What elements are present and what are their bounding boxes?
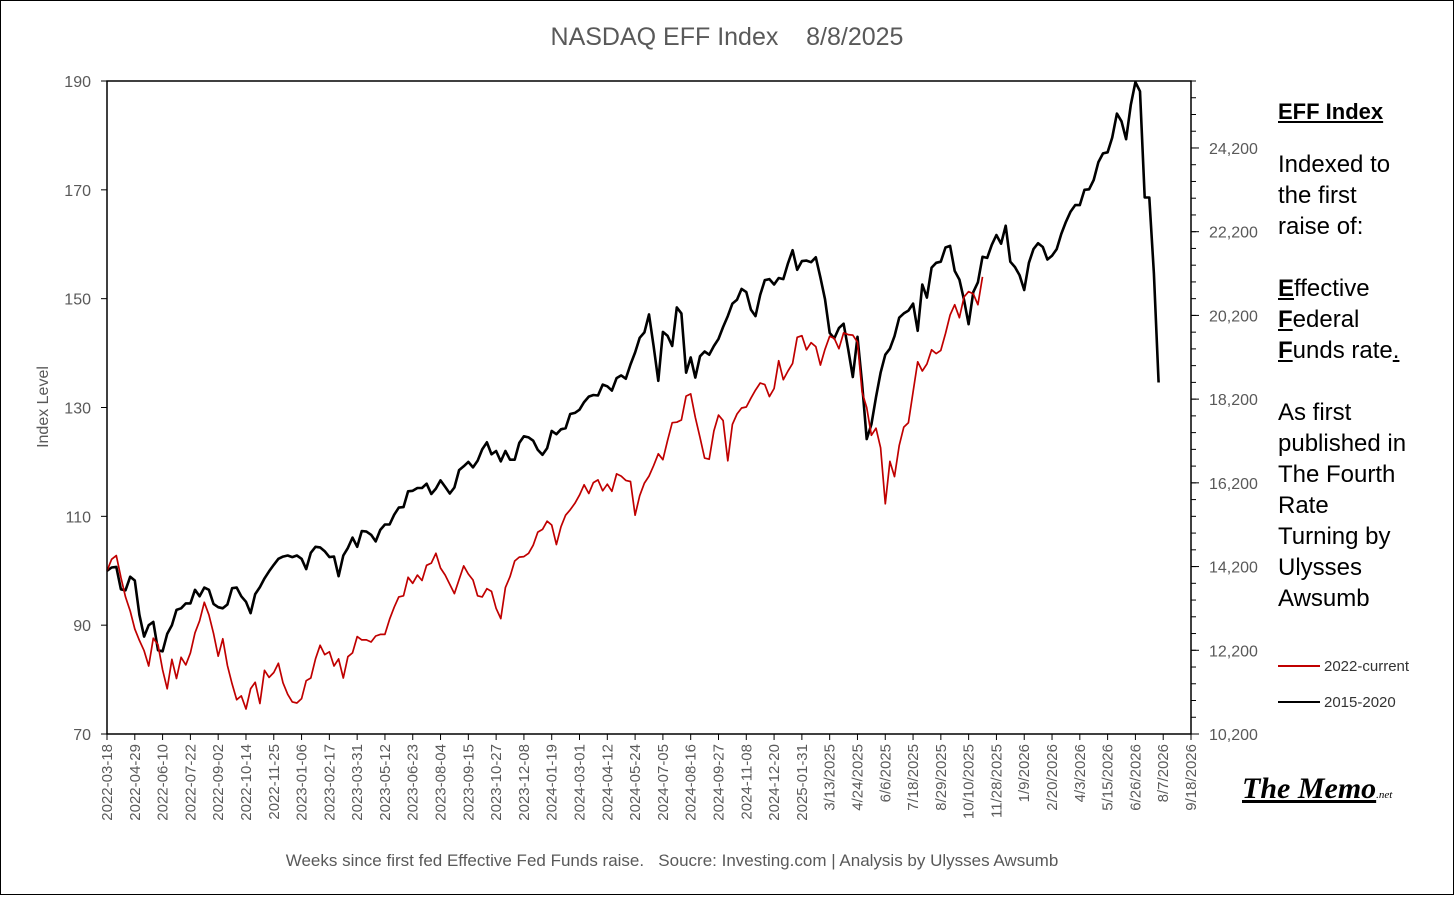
credit-line: Rate: [1278, 492, 1329, 519]
x-tick-label: 2023-06-23: [405, 744, 422, 821]
x-tick-label: 2023-05-12: [377, 744, 394, 821]
legend-item-2022-current: 2022-current: [1278, 655, 1450, 677]
x-tick-label: 2023-12-08: [516, 744, 533, 821]
x-tick-label: 9/18/2026: [1183, 744, 1200, 811]
legend-item-2015-2020: 2015-2020: [1278, 691, 1450, 713]
x-tick-label: 2023-09-15: [460, 744, 477, 821]
x-tick-label: 5/15/2026: [1100, 744, 1117, 811]
series-layer: [106, 80, 1160, 710]
credit-line: The Fourth: [1278, 461, 1396, 488]
intro-line: raise of:: [1278, 213, 1364, 240]
legend-label: 2015-2020: [1324, 693, 1396, 711]
credit-line: Awsumb: [1278, 585, 1370, 612]
x-tick-label: 2023-08-04: [433, 744, 450, 821]
intro-line: the first: [1278, 182, 1357, 209]
plot-area-border: [106, 80, 1192, 735]
y2-tick-label: 24,200: [1209, 141, 1258, 158]
y2-tick-label: 22,200: [1209, 225, 1258, 242]
side-note-intro: Indexed to the first raise of:: [1278, 149, 1450, 242]
y-tick-label: 70: [73, 727, 91, 744]
y-tick-label: 190: [64, 74, 91, 91]
x-tick-label: 2023-02-17: [321, 744, 338, 821]
y-axis-left: 70 90 110 130 150 170 190: [64, 74, 107, 744]
credit-line: Ulysses: [1278, 554, 1363, 581]
x-tick-label: 4/3/2026: [1072, 744, 1089, 802]
x-tick-label: 2022-11-25: [266, 744, 283, 820]
legend-label: 2022-current: [1324, 657, 1410, 675]
x-tick-label: 6/6/2025: [877, 744, 894, 802]
series-line-2015-2020: [106, 80, 1160, 653]
x-tick-label: 8/7/2026: [1155, 744, 1172, 802]
x-tick-label: 2022-03-18: [99, 744, 116, 821]
y-tick-label: 170: [64, 183, 91, 200]
chart-title: NASDAQ EFF Index 8/8/2025: [551, 23, 904, 51]
side-note-credit: As first published in The Fourth Rate Turnin…: [1278, 397, 1450, 614]
x-tick-label: 2022-07-22: [182, 744, 199, 821]
x-tick-label: 2024-04-12: [599, 744, 616, 821]
legend-swatch-black: [1278, 701, 1320, 703]
credit-line: published in: [1278, 430, 1407, 457]
x-tick-label: 7/18/2025: [905, 744, 922, 811]
x-tick-label: 3/13/2025: [822, 744, 839, 811]
x-tick-label: 1/9/2026: [1016, 744, 1033, 802]
x-tick-label: 2/20/2026: [1044, 744, 1061, 811]
acronym-line: Federal: [1278, 306, 1360, 333]
side-note-heading: EFF Index: [1278, 99, 1384, 124]
x-tick-label: 2023-03-31: [349, 744, 366, 821]
logo-text: The Memo: [1242, 772, 1377, 805]
x-tick-label: 2022-10-14: [238, 744, 255, 821]
x-tick-label: 4/24/2025: [849, 744, 866, 811]
x-tick-label: 2024-03-01: [572, 744, 589, 821]
acronym-line: Funds rate.: [1278, 337, 1400, 364]
y2-tick-label: 14,200: [1209, 560, 1258, 577]
x-tick-label: 11/28/2025: [988, 744, 1005, 818]
side-note: EFF Index Indexed to the first raise of: E…: [1278, 96, 1450, 614]
acronym-line: Effective: [1278, 275, 1370, 302]
y-tick-label: 110: [65, 509, 91, 526]
x-tick-label: 10/10/2025: [961, 744, 978, 819]
intro-line: Indexed to: [1278, 151, 1391, 178]
y2-tick-label: 12,200: [1209, 643, 1258, 660]
x-tick-label: 2023-01-06: [294, 744, 311, 821]
y-tick-label: 150: [64, 292, 91, 309]
x-tick-label: 2025-01-31: [794, 744, 811, 821]
x-tick-label: 2024-11-08: [738, 744, 755, 820]
legend-swatch-red: [1278, 665, 1320, 667]
x-tick-label: 2024-12-20: [766, 744, 783, 821]
y-axis-right: 10,200 12,200 14,200 16,200 18,200 20,200 22,2…: [1191, 80, 1258, 744]
y2-tick-label: 16,200: [1209, 476, 1258, 493]
x-tick-label: 2024-09-27: [710, 744, 727, 821]
series-line-2022-current: [106, 276, 984, 710]
y2-tick-label: 20,200: [1209, 308, 1258, 325]
y-axis-label: Index Level: [35, 366, 52, 448]
x-axis: 2022-03-18 2022-04-29 2022-06-10 2022-07-22…: [99, 734, 1200, 821]
x-tick-label: 2024-05-24: [627, 744, 644, 821]
y2-tick-label: 18,200: [1209, 392, 1258, 409]
x-tick-label: 8/29/2025: [933, 744, 950, 811]
credit-line: As first: [1278, 399, 1352, 426]
logo-suffix: .net: [1376, 789, 1393, 801]
x-tick-label: 2023-10-27: [488, 744, 505, 821]
y2-tick-label: 10,200: [1209, 727, 1258, 744]
x-tick-label: 2022-09-02: [210, 744, 227, 821]
y-tick-label: 130: [64, 401, 91, 418]
y-tick-label: 90: [73, 618, 91, 635]
x-tick-label: 6/26/2026: [1127, 744, 1144, 811]
credit-line: Turning by: [1278, 523, 1391, 550]
x-axis-caption: Weeks since first fed Effective Fed Fund…: [286, 851, 1059, 870]
x-tick-label: 2022-06-10: [155, 744, 172, 821]
x-tick-label: 2024-08-16: [683, 744, 700, 821]
x-tick-label: 2022-04-29: [127, 744, 144, 821]
x-tick-label: 2024-01-19: [544, 744, 561, 821]
x-tick-label: 2024-07-05: [655, 744, 672, 821]
side-note-acronym: Effective Federal Funds rate.: [1278, 273, 1450, 366]
the-memo-logo: The Memo.net: [1242, 772, 1392, 806]
